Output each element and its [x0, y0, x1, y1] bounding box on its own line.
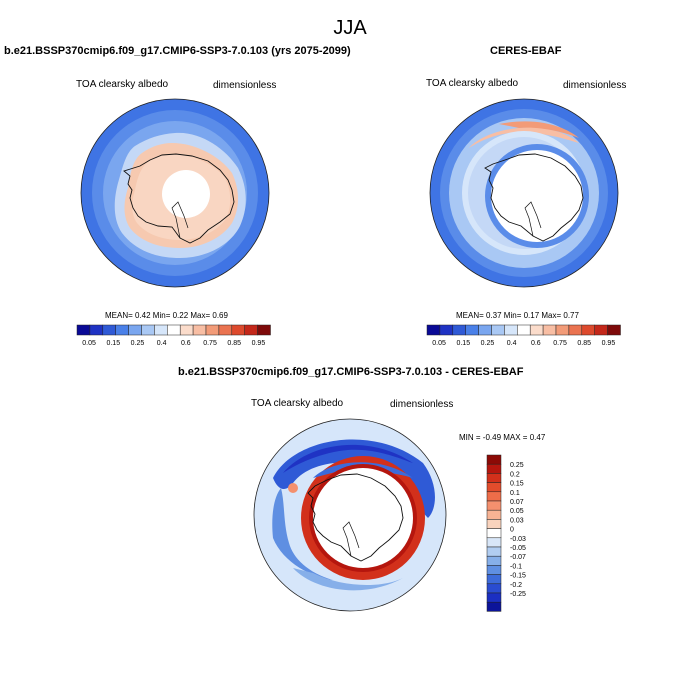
right-colorbar-tick-label: 0.15 [456, 340, 470, 347]
left-colorbar-swatch [192, 324, 207, 336]
left-units-label: dimensionless [213, 80, 277, 91]
right-colorbar-tick-label: 0.25 [481, 340, 495, 347]
diff-colorbar-swatch [486, 537, 502, 548]
diff-colorbar: 0.25 0.2 0.15 0.1 0.07 0.05 0.03 0 -0.03 -0.05 -0.… [486, 454, 526, 612]
left-colorbar-tick-label: 0.15 [106, 340, 120, 347]
diff-colorbar-tick-label: 0.25 [510, 462, 524, 469]
left-colorbar-swatch [102, 324, 116, 336]
diff-colorbar-tick-label: -0.25 [510, 591, 526, 598]
right-colorbar-swatch [426, 324, 441, 336]
diff-colorbar-tick-label: 0.2 [510, 471, 520, 478]
right-colorbar-swatch [452, 324, 466, 336]
diff-colorbar-swatch [486, 528, 502, 539]
right-colorbar-swatch [491, 324, 505, 336]
right-units-label: dimensionless [563, 80, 627, 91]
right-polar-map [429, 98, 619, 288]
diff-colorbar-tick-label: -0.1 [510, 563, 522, 570]
left-colorbar-swatch [115, 324, 129, 336]
diff-colorbar-swatch [486, 592, 502, 603]
diff-colorbar-swatch [486, 454, 502, 465]
left-colorbar-tick-label: 0.4 [157, 340, 167, 347]
diff-colorbar-tick-label: -0.15 [510, 573, 526, 580]
left-colorbar-tick-label: 0.85 [227, 340, 241, 347]
left-panel-title: b.e21.BSSP370cmip6.f09_g17.CMIP6-SSP3-7.… [4, 45, 351, 57]
right-colorbar-swatch [568, 324, 583, 336]
left-colorbar-swatch [231, 324, 245, 336]
right-variable-label: TOA clearsky albedo [426, 78, 519, 89]
left-colorbar-swatch [218, 324, 233, 336]
right-colorbar-swatch [607, 324, 621, 336]
right-colorbar-swatch [439, 324, 454, 336]
right-colorbar-swatch [594, 324, 608, 336]
left-colorbar-swatch [89, 324, 104, 336]
right-colorbar-swatch [555, 324, 570, 336]
right-colorbar-swatch [581, 324, 595, 336]
left-colorbar-swatch [128, 324, 142, 336]
right-colorbar-swatch [478, 324, 492, 336]
left-colorbar-swatch [257, 324, 271, 336]
left-colorbar-tick-label: 0.6 [181, 340, 191, 347]
diff-stats: MIN = -0.49 MAX = 0.47 [459, 433, 546, 442]
right-panel-title: CERES-EBAF [490, 45, 562, 57]
left-colorbar-tick-label: 0.25 [131, 340, 145, 347]
diff-colorbar-tick-label: 0.05 [510, 508, 524, 515]
right-colorbar-swatch [542, 324, 557, 336]
left-colorbar-tick-label: 0.75 [203, 340, 217, 347]
left-colorbar-swatch [76, 324, 91, 336]
diff-colorbar-swatch [486, 500, 502, 511]
diff-panel-title: b.e21.BSSP370cmip6.f09_g17.CMIP6-SSP3-7.… [178, 366, 524, 378]
right-stats: MEAN= 0.37 Min= 0.17 Max= 0.77 [456, 311, 579, 320]
right-colorbar-swatch [465, 324, 479, 336]
diff-colorbar-tick-label: 0 [510, 527, 514, 534]
right-colorbar-tick-label: 0.75 [553, 340, 567, 347]
diff-colorbar-swatch [486, 546, 502, 557]
diff-variable-label: TOA clearsky albedo [251, 398, 344, 409]
right-colorbar-swatch [504, 324, 518, 336]
right-colorbar-tick-label: 0.05 [432, 340, 446, 347]
diff-colorbar-swatch [486, 509, 502, 520]
diff-colorbar-tick-label: -0.07 [510, 554, 526, 561]
left-colorbar-swatch [154, 324, 168, 336]
diff-colorbar-swatch [486, 565, 502, 575]
right-colorbar-tick-label: 0.85 [577, 340, 591, 347]
diff-colorbar-tick-label: 0.07 [510, 499, 524, 506]
left-stats: MEAN= 0.42 Min= 0.22 Max= 0.69 [105, 311, 228, 320]
diff-colorbar-tick-label: 0.15 [510, 481, 524, 488]
left-colorbar-tick-label: 0.05 [82, 340, 96, 347]
right-colorbar-tick-label: 0.6 [531, 340, 541, 347]
left-colorbar-swatch [244, 324, 258, 336]
right-colorbar-tick-label: 0.95 [602, 340, 616, 347]
left-colorbar-swatch [167, 324, 181, 336]
right-colorbar: 0.05 0.15 0.25 0.4 0.6 0.75 0.85 0.95 [426, 324, 621, 347]
diff-colorbar-swatch [486, 555, 502, 566]
page-title: JJA [333, 17, 367, 39]
left-colorbar-swatch [179, 324, 194, 336]
diff-units-label: dimensionless [390, 399, 454, 410]
left-colorbar: 0.05 0.15 0.25 0.4 0.6 0.75 0.85 0.95 [76, 324, 271, 347]
diff-colorbar-swatch [486, 574, 502, 585]
diff-colorbar-swatch [486, 482, 502, 493]
left-colorbar-tick-label: 0.95 [252, 340, 266, 347]
left-colorbar-swatch [205, 324, 220, 336]
diff-colorbar-swatch [486, 463, 502, 474]
diff-colorbar-tick-label: 0.1 [510, 490, 520, 497]
diff-colorbar-tick-label: 0.03 [510, 517, 524, 524]
diff-colorbar-swatch [486, 473, 502, 483]
diff-colorbar-swatch [486, 583, 502, 594]
diff-colorbar-tick-label: -0.05 [510, 545, 526, 552]
right-colorbar-tick-label: 0.4 [507, 340, 517, 347]
left-colorbar-swatch [141, 324, 155, 336]
diff-colorbar-swatch [486, 519, 502, 529]
diff-polar-map [253, 418, 447, 612]
diff-colorbar-tick-label: -0.2 [510, 582, 522, 589]
left-polar-map [80, 98, 270, 288]
right-colorbar-swatch [517, 324, 531, 336]
left-variable-label: TOA clearsky albedo [76, 79, 169, 90]
diff-colorbar-swatch [486, 601, 502, 612]
right-colorbar-swatch [529, 324, 544, 336]
diff-colorbar-swatch [486, 491, 502, 502]
diff-colorbar-tick-label: -0.03 [510, 536, 526, 543]
